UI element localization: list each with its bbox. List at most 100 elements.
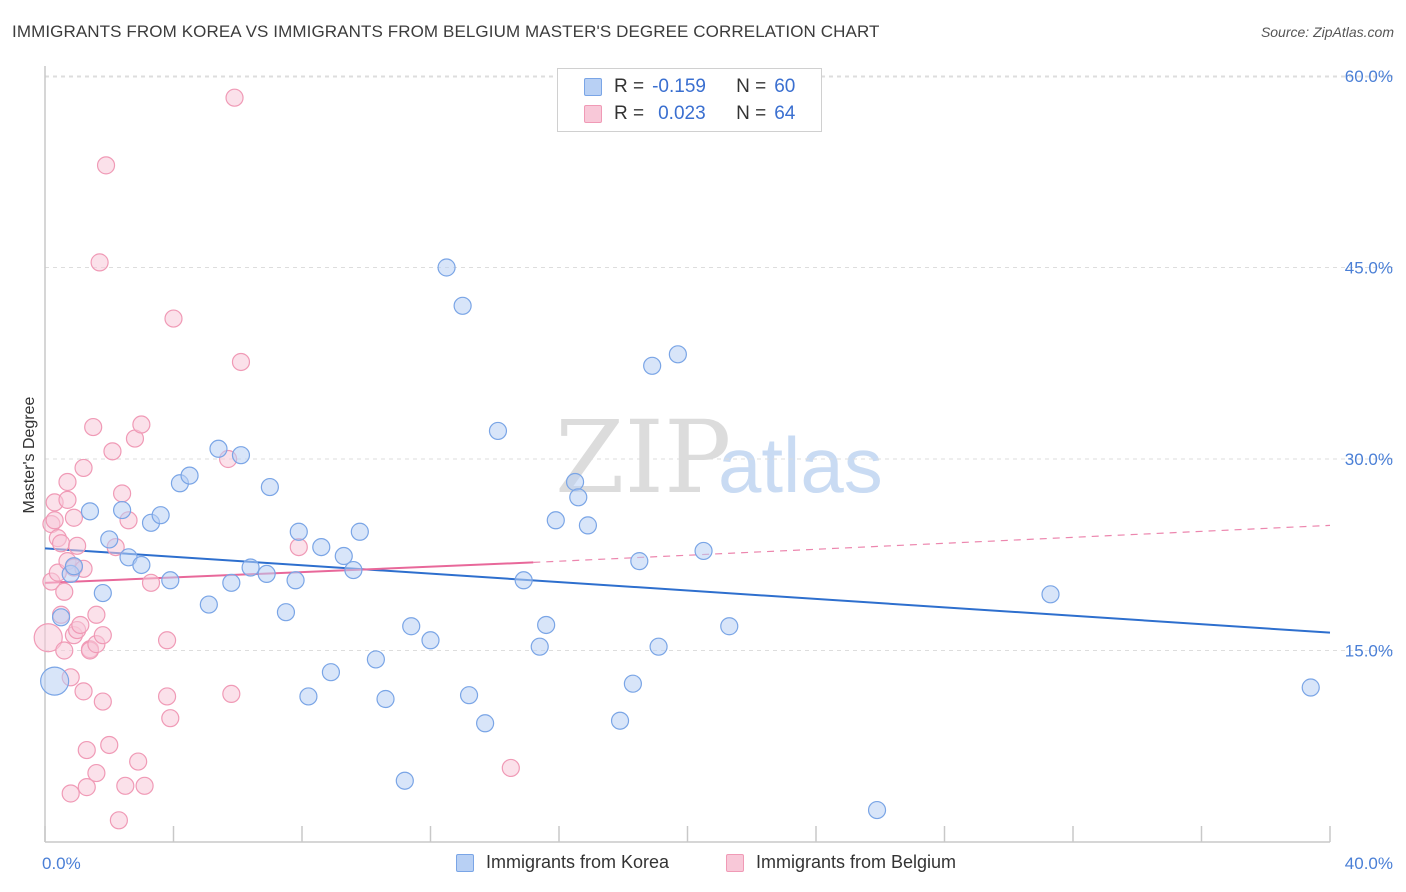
bottom-legend: Immigrants from Korea Immigrants from Be… bbox=[0, 852, 1406, 878]
belgium-point-45 bbox=[129, 752, 148, 771]
korea-point-16 bbox=[209, 439, 228, 458]
korea-point-37 bbox=[453, 296, 472, 315]
belgium-point-21 bbox=[71, 615, 90, 635]
korea-point-34 bbox=[402, 617, 421, 636]
belgium-point-29 bbox=[84, 417, 103, 437]
belgium-point-22 bbox=[74, 682, 93, 701]
korea-point-17 bbox=[222, 573, 241, 592]
korea-point-54 bbox=[694, 541, 713, 561]
belgium-point-14 bbox=[61, 784, 80, 803]
korea-point-7 bbox=[112, 500, 132, 520]
korea-point-22 bbox=[276, 603, 296, 622]
korea-point-15 bbox=[199, 595, 218, 614]
korea-point-45 bbox=[565, 472, 585, 492]
korea-point-51 bbox=[643, 356, 662, 375]
korea-point-21 bbox=[260, 477, 279, 497]
belgium-point-25 bbox=[77, 740, 96, 760]
trend-lines bbox=[44, 524, 1331, 634]
y-tick-label-45: 45.0% bbox=[1345, 259, 1393, 278]
korea-point-50 bbox=[630, 552, 649, 571]
korea-point-47 bbox=[578, 516, 598, 535]
data-points bbox=[33, 88, 1320, 830]
bottom-legend-belgium: Immigrants from Belgium bbox=[726, 852, 956, 873]
belgium-point-9 bbox=[55, 582, 74, 601]
belgium-point-35 bbox=[93, 692, 112, 711]
korea-point-55 bbox=[720, 617, 739, 636]
x-tick-label-min: 0.0% bbox=[42, 854, 81, 873]
korea-point-5 bbox=[93, 583, 112, 603]
belgium-point-0 bbox=[33, 623, 63, 653]
belgium-point-12 bbox=[58, 490, 77, 509]
legend-row-korea: R = -0.159 N = 60 bbox=[584, 75, 795, 99]
belgium-trend-line-extension bbox=[533, 524, 1331, 564]
korea-point-23 bbox=[286, 571, 305, 590]
axes bbox=[44, 66, 1331, 843]
chart-title: IMMIGRANTS FROM KOREA VS IMMIGRANTS FROM… bbox=[12, 22, 880, 41]
belgium-point-37 bbox=[100, 735, 119, 755]
belgium-r-value: 0.023 bbox=[658, 103, 706, 124]
korea-point-28 bbox=[334, 546, 353, 566]
korea-point-39 bbox=[476, 714, 495, 733]
belgium-point-42 bbox=[116, 776, 135, 795]
korea-swatch bbox=[584, 78, 602, 96]
korea-point-18 bbox=[231, 446, 251, 465]
korea-point-27 bbox=[321, 663, 341, 682]
belgium-point-33 bbox=[90, 253, 109, 272]
belgium-n-value: 64 bbox=[774, 103, 796, 124]
belgium-point-57 bbox=[289, 537, 308, 557]
belgium-point-48 bbox=[141, 573, 161, 592]
korea-point-40 bbox=[488, 421, 508, 441]
korea-point-52 bbox=[649, 637, 668, 656]
korea-point-48 bbox=[610, 711, 630, 730]
belgium-point-54 bbox=[222, 684, 241, 704]
korea-point-57 bbox=[1041, 585, 1060, 604]
legend: R = -0.159 N = 60 R = 0.023 N = 64 bbox=[557, 68, 822, 132]
korea-point-29 bbox=[344, 560, 363, 580]
bottom-legend-korea: Immigrants from Korea bbox=[456, 852, 669, 873]
belgium-point-18 bbox=[64, 508, 84, 527]
belgium-point-34 bbox=[93, 626, 112, 645]
belgium-point-19 bbox=[68, 536, 87, 555]
belgium-point-56 bbox=[231, 352, 251, 372]
korea-point-58 bbox=[1301, 678, 1320, 697]
korea-point-56 bbox=[867, 800, 887, 820]
belgium-point-7 bbox=[51, 534, 71, 553]
belgium-point-58 bbox=[501, 758, 520, 778]
belgium-point-50 bbox=[157, 687, 177, 706]
belgium-point-49 bbox=[157, 631, 177, 650]
y-axis-title: Master's Degree bbox=[21, 396, 38, 513]
belgium-point-38 bbox=[103, 442, 122, 461]
belgium-point-26 bbox=[77, 778, 96, 797]
belgium-point-4 bbox=[45, 511, 64, 530]
korea-point-26 bbox=[312, 537, 331, 557]
y-tick-label-30: 30.0% bbox=[1345, 450, 1393, 469]
y-tick-label-60: 60.0% bbox=[1345, 67, 1393, 86]
source-label: Source: ZipAtlas.com bbox=[1260, 24, 1394, 40]
korea-point-0 bbox=[40, 666, 70, 696]
korea-r-value: -0.159 bbox=[652, 76, 706, 97]
korea-r-label: R = bbox=[614, 76, 645, 97]
korea-point-38 bbox=[459, 686, 479, 705]
belgium-r-label: R = bbox=[614, 103, 645, 124]
belgium-point-30 bbox=[87, 605, 106, 624]
belgium-point-23 bbox=[74, 458, 93, 478]
korea-trend-line bbox=[44, 547, 1331, 634]
korea-point-24 bbox=[289, 522, 308, 541]
korea-point-41 bbox=[514, 571, 533, 590]
belgium-point-41 bbox=[112, 484, 132, 503]
belgium-swatch bbox=[584, 105, 602, 123]
korea-point-6 bbox=[100, 530, 119, 549]
korea-point-36 bbox=[437, 258, 456, 277]
korea-point-44 bbox=[546, 511, 565, 530]
korea-point-1 bbox=[51, 608, 71, 627]
korea-point-46 bbox=[569, 488, 588, 507]
y-tick-label-15: 15.0% bbox=[1345, 642, 1393, 661]
belgium-legend-label: Immigrants from Belgium bbox=[756, 852, 957, 872]
korea-point-19 bbox=[241, 558, 260, 577]
korea-point-20 bbox=[257, 564, 276, 584]
korea-point-12 bbox=[161, 571, 180, 590]
korea-point-30 bbox=[350, 522, 369, 541]
belgium-point-13 bbox=[58, 472, 77, 492]
korea-point-4 bbox=[80, 502, 100, 521]
